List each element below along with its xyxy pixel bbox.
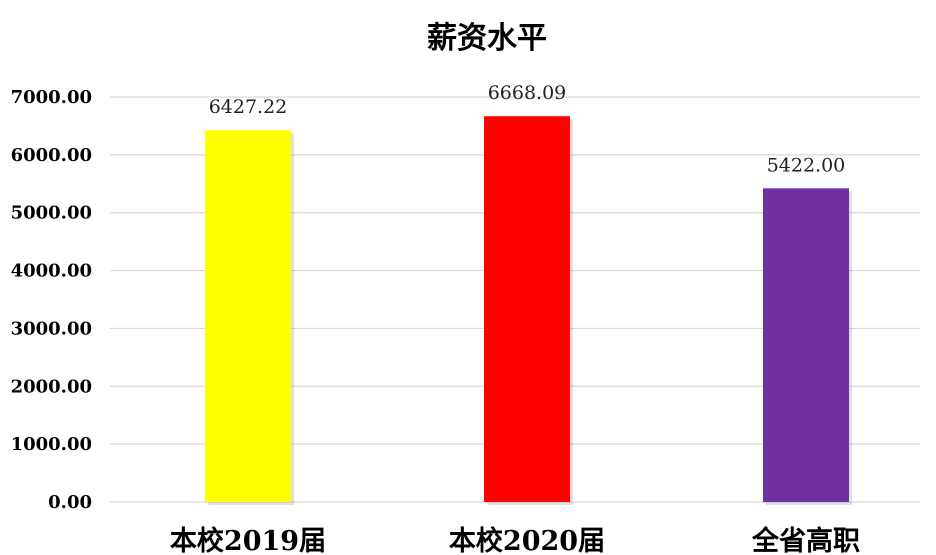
x-category-label: 本校2020届 <box>449 525 605 555</box>
x-category-label: 全省高职 <box>751 525 860 555</box>
bar <box>484 116 570 502</box>
bar-value-label: 6668.09 <box>488 82 567 104</box>
bar <box>205 130 291 503</box>
x-category-label: 本校2019届 <box>170 525 326 555</box>
bar-value-label: 5422.00 <box>767 154 846 176</box>
bar-value-label: 6427.22 <box>209 96 288 118</box>
y-axis-tick-labels: 0.00 1000.00 2000.00 3000.00 4000.00 5000.00 6… <box>11 87 92 513</box>
y-tick-label: 0.00 <box>48 492 92 513</box>
bar <box>763 188 849 502</box>
x-axis-category-labels: 本校2019届 本校2020届 全省高职 <box>170 525 860 555</box>
y-tick-label: 1000.00 <box>11 434 92 455</box>
chart-title: 薪资水平 <box>427 21 547 56</box>
y-tick-label: 7000.00 <box>11 87 92 108</box>
y-tick-label: 4000.00 <box>11 261 92 282</box>
bars <box>205 116 852 506</box>
y-tick-label: 2000.00 <box>11 376 92 397</box>
y-tick-label: 6000.00 <box>11 145 92 166</box>
data-labels: 6427.22 6668.09 5422.00 <box>209 82 846 176</box>
y-tick-label: 5000.00 <box>11 203 92 224</box>
y-tick-label: 3000.00 <box>11 318 92 339</box>
